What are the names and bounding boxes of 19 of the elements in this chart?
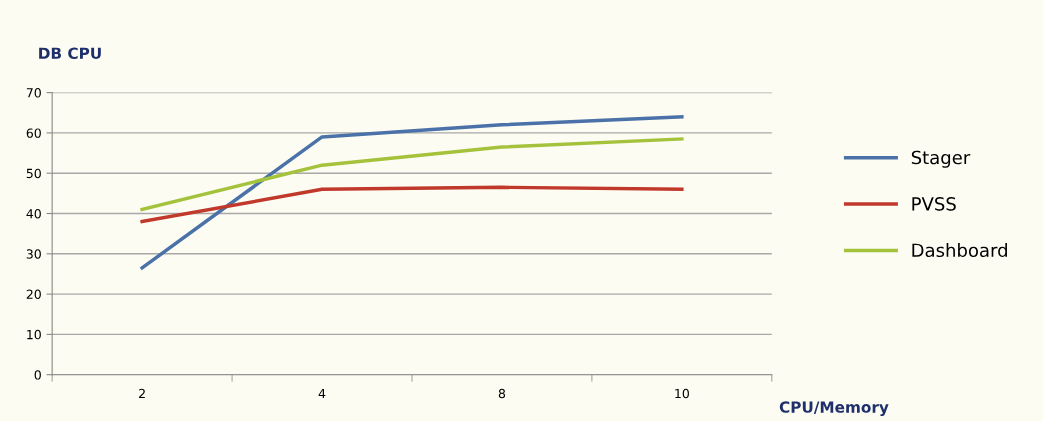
legend-label: Dashboard	[912, 243, 1007, 258]
y-tick-label: 10	[27, 329, 41, 340]
x-axis-title: CPU/Memory	[779, 401, 889, 416]
legend-label: Stager	[911, 150, 971, 168]
x-tick-label: 8	[498, 388, 506, 399]
y-axis-title: DB CPU	[39, 47, 101, 59]
x-tick-label: 4	[318, 388, 326, 399]
y-tick-label: 40	[26, 208, 41, 219]
y-tick-label: 20	[26, 289, 41, 300]
y-tick-label: 70	[26, 88, 41, 98]
y-tick-label: 30	[26, 249, 41, 259]
y-tick-label: 60	[26, 128, 41, 138]
legend-label: PVSS	[912, 197, 956, 211]
x-tick-label: 2	[139, 388, 145, 399]
y-tick-label: 50	[26, 168, 41, 179]
x-tick-label: 10	[675, 388, 689, 399]
line-series	[140, 137, 684, 212]
y-tick-label: 0	[34, 370, 41, 380]
line-series	[140, 115, 684, 270]
